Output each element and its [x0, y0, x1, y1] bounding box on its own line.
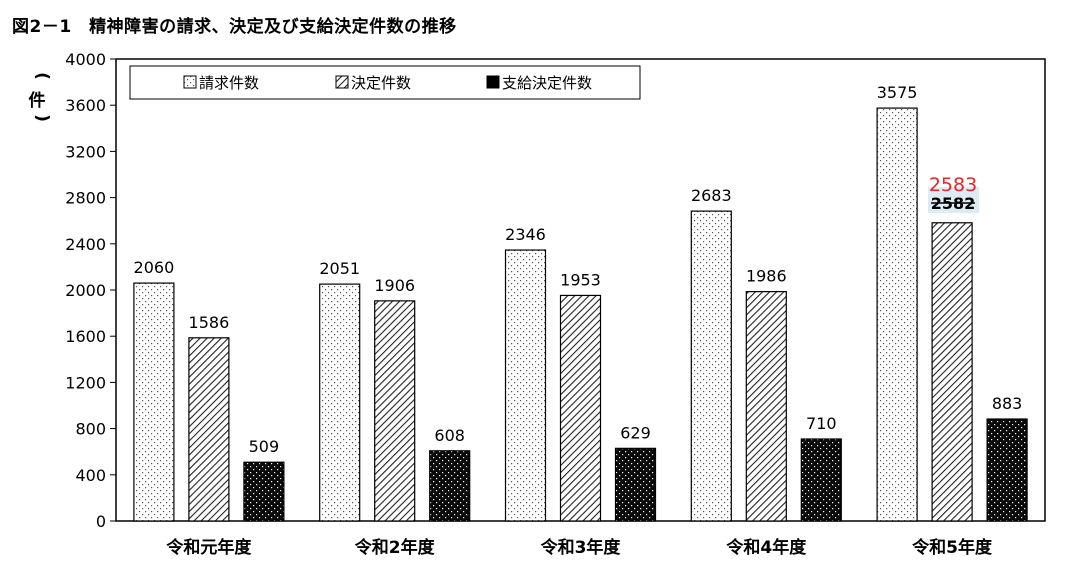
- bar-payments: [243, 461, 285, 522]
- x-category-label: 令和元年度: [166, 537, 252, 558]
- data-label: 1953: [560, 270, 601, 289]
- data-label: 3575: [877, 83, 918, 102]
- bar-payments: [986, 418, 1028, 522]
- y-tick-label: 2800: [65, 189, 106, 208]
- data-label: 883: [992, 394, 1023, 413]
- ylabel-paren-close: ): [32, 114, 52, 122]
- bar-decisions: [188, 337, 230, 522]
- data-label: 2051: [319, 259, 360, 278]
- y-tick-label: 2400: [65, 235, 106, 254]
- data-label: 2346: [505, 225, 546, 244]
- data-label: 2060: [134, 258, 175, 277]
- x-category-label: 令和4年度: [726, 537, 807, 558]
- data-label: 2683: [691, 186, 732, 205]
- bars: 2060 1586 509 2051 1906 608 2346 1953 629 2683 198…: [133, 83, 1028, 522]
- legend-entry-payments: 支給決定件数: [502, 74, 592, 92]
- y-tick-label: 3600: [65, 96, 106, 115]
- bar-payments: [614, 447, 657, 522]
- x-category-label: 令和5年度: [912, 537, 993, 558]
- y-axis: 0 400 800 1200 1600 2000 2400 2800 3200 3600 4000: [65, 50, 116, 531]
- bar-decisions: [559, 294, 602, 522]
- bar-claims: [319, 283, 361, 522]
- bar-payments: [429, 450, 471, 522]
- bar-decisions: [374, 300, 416, 522]
- legend-swatch-decisions: [335, 75, 349, 89]
- bar-payments: [800, 438, 842, 522]
- y-tick-label: 3200: [65, 142, 106, 161]
- data-label: 1986: [746, 267, 787, 286]
- data-label: 608: [434, 426, 465, 445]
- x-category-label: 令和3年度: [541, 537, 622, 558]
- corrected-value: 2583: [929, 174, 977, 196]
- y-tick-label: 2000: [65, 281, 106, 300]
- bar-decisions: [745, 291, 787, 522]
- legend: 請求件数 決定件数 支給決定件数: [129, 65, 641, 100]
- ylabel-paren-open: (: [32, 72, 52, 80]
- x-category-label: 令和2年度: [355, 537, 436, 558]
- data-label: 710: [806, 414, 837, 433]
- y-tick-label: 4000: [65, 50, 106, 69]
- data-label: 1906: [374, 276, 415, 295]
- correction-annotation: 2583 2582: [928, 174, 979, 213]
- y-axis-label: 件: [29, 90, 46, 111]
- y-tick-label: 800: [75, 420, 106, 439]
- legend-entry-decisions: 決定件数: [351, 74, 411, 92]
- bar-claims: [690, 210, 732, 522]
- y-axis-label-group: ( 件 ): [29, 72, 53, 122]
- chart-title: 図2－1 精神障害の請求、決定及び支給決定件数の推移: [12, 17, 457, 37]
- bar-decisions: [931, 222, 973, 522]
- x-axis-labels: 令和元年度 令和2年度 令和3年度 令和4年度 令和5年度: [166, 537, 993, 558]
- data-label: 509: [249, 437, 280, 456]
- y-tick-label: 1600: [65, 327, 106, 346]
- bar-claims: [876, 107, 918, 522]
- data-label: 1586: [189, 313, 230, 332]
- y-tick-label: 400: [75, 466, 106, 485]
- correction-highlight: [928, 187, 979, 213]
- legend-swatch-payments: [486, 75, 500, 89]
- y-tick-label: 1200: [65, 373, 106, 392]
- data-label: 629: [620, 423, 651, 442]
- bar-claims: [133, 282, 175, 522]
- legend-entry-claims: 請求件数: [199, 74, 259, 92]
- bar-claims: [504, 249, 547, 522]
- legend-swatch-claims: [183, 75, 197, 89]
- y-tick-label: 0: [96, 512, 106, 531]
- legend-frame: [129, 65, 641, 100]
